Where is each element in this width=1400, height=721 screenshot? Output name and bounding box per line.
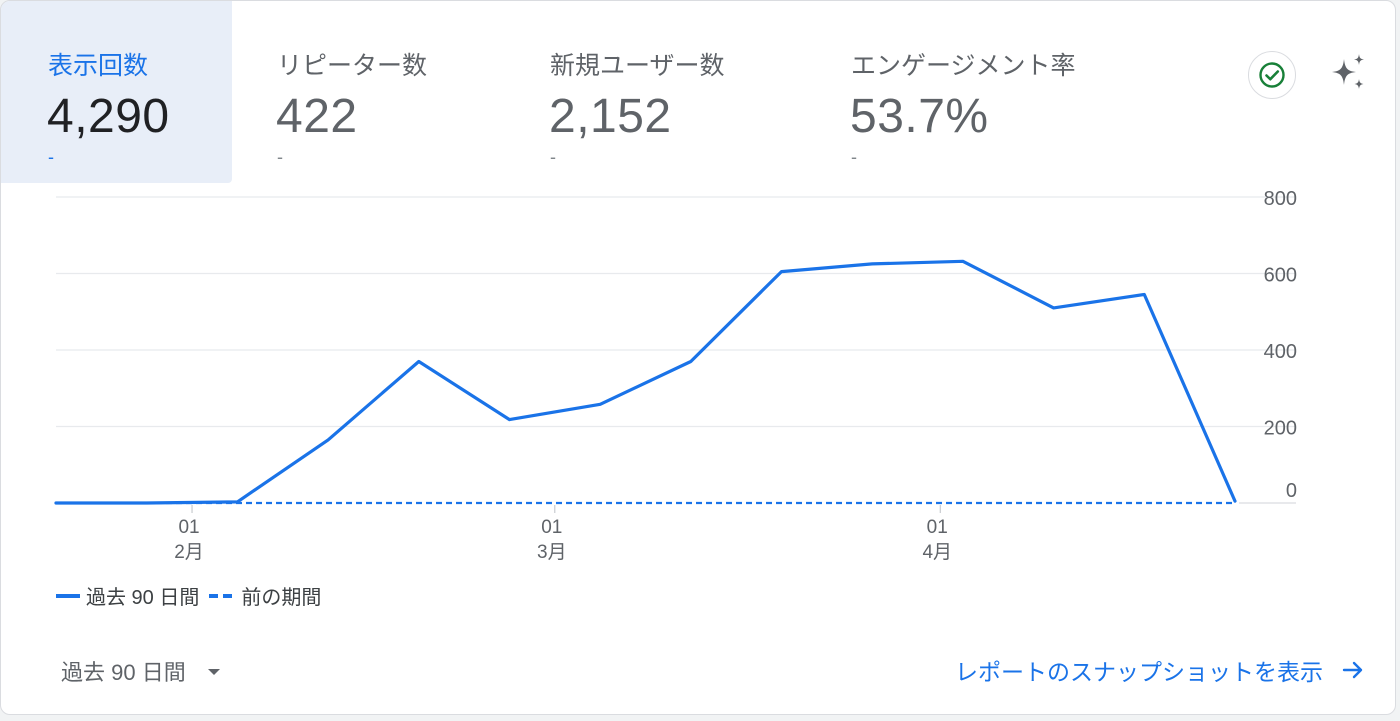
metric-tab-returning-users[interactable]: リピーター数 422 - bbox=[230, 1, 500, 183]
y-tick-label: 0 bbox=[1286, 480, 1297, 502]
y-tick-label: 200 bbox=[1264, 418, 1297, 440]
sparkle-icon bbox=[1327, 51, 1369, 93]
x-tick-day: 01 bbox=[927, 517, 948, 538]
x-tick-day: 01 bbox=[178, 517, 199, 538]
y-tick-label: 600 bbox=[1264, 265, 1297, 287]
legend-label: 過去 90 日間 bbox=[86, 587, 200, 609]
legend-item-previous: 前の期間 bbox=[209, 581, 321, 610]
series-line-current bbox=[54, 259, 1237, 505]
x-tick-day: 01 bbox=[541, 517, 562, 538]
metric-value: 2,152 bbox=[549, 90, 672, 143]
metric-label: 新規ユーザー数 bbox=[550, 52, 725, 80]
legend-item-current: 過去 90 日間 bbox=[56, 581, 199, 610]
metric-tab-engagement-rate[interactable]: エンゲージメント率 53.7% - bbox=[804, 1, 1164, 183]
legend-swatch-dashed bbox=[209, 593, 234, 598]
y-tick-label: 400 bbox=[1264, 341, 1297, 363]
metric-tab-impressions[interactable]: 表示回数 4,290 - bbox=[1, 1, 232, 183]
y-tick-label: 800 bbox=[1264, 188, 1297, 210]
metric-delta: - bbox=[48, 147, 54, 167]
date-range-dropdown[interactable]: 過去 90 日間 bbox=[61, 655, 220, 687]
line-chart: 800 600 400 200 0 01 2月 01 3月 01 4月 bbox=[1, 181, 1395, 601]
x-tick-month: 3月 bbox=[537, 542, 567, 563]
arrow-right-icon bbox=[1341, 658, 1365, 682]
metric-delta: - bbox=[277, 147, 283, 167]
date-range-label: 過去 90 日間 bbox=[61, 660, 186, 685]
chart-legend: 過去 90 日間 前の期間 bbox=[56, 581, 331, 610]
metric-delta: - bbox=[550, 147, 556, 167]
metric-value: 422 bbox=[276, 90, 358, 143]
metric-tab-new-users[interactable]: 新規ユーザー数 2,152 - bbox=[503, 1, 803, 183]
chart-svg: 800 600 400 200 0 01 2月 01 3月 01 4月 bbox=[54, 188, 1297, 563]
metric-label: 表示回数 bbox=[48, 52, 149, 80]
view-report-snapshot-link[interactable]: レポートのスナップショットを表示 bbox=[955, 653, 1365, 687]
insights-button[interactable] bbox=[1323, 47, 1373, 97]
metric-label: リピーター数 bbox=[277, 52, 428, 80]
legend-label: 前の期間 bbox=[241, 587, 322, 609]
x-tick-month: 4月 bbox=[922, 542, 952, 563]
metric-value: 4,290 bbox=[47, 90, 170, 143]
metric-value: 53.7% bbox=[850, 90, 989, 143]
metric-delta: - bbox=[851, 147, 857, 167]
legend-swatch-solid bbox=[56, 593, 80, 598]
check-circle-icon bbox=[1258, 61, 1286, 89]
check-button[interactable] bbox=[1248, 51, 1296, 99]
metric-label: エンゲージメント率 bbox=[851, 52, 1076, 80]
x-tick-month: 2月 bbox=[174, 542, 204, 563]
chevron-down-icon bbox=[207, 669, 220, 675]
link-label: レポートのスナップショットを表示 bbox=[955, 659, 1323, 685]
